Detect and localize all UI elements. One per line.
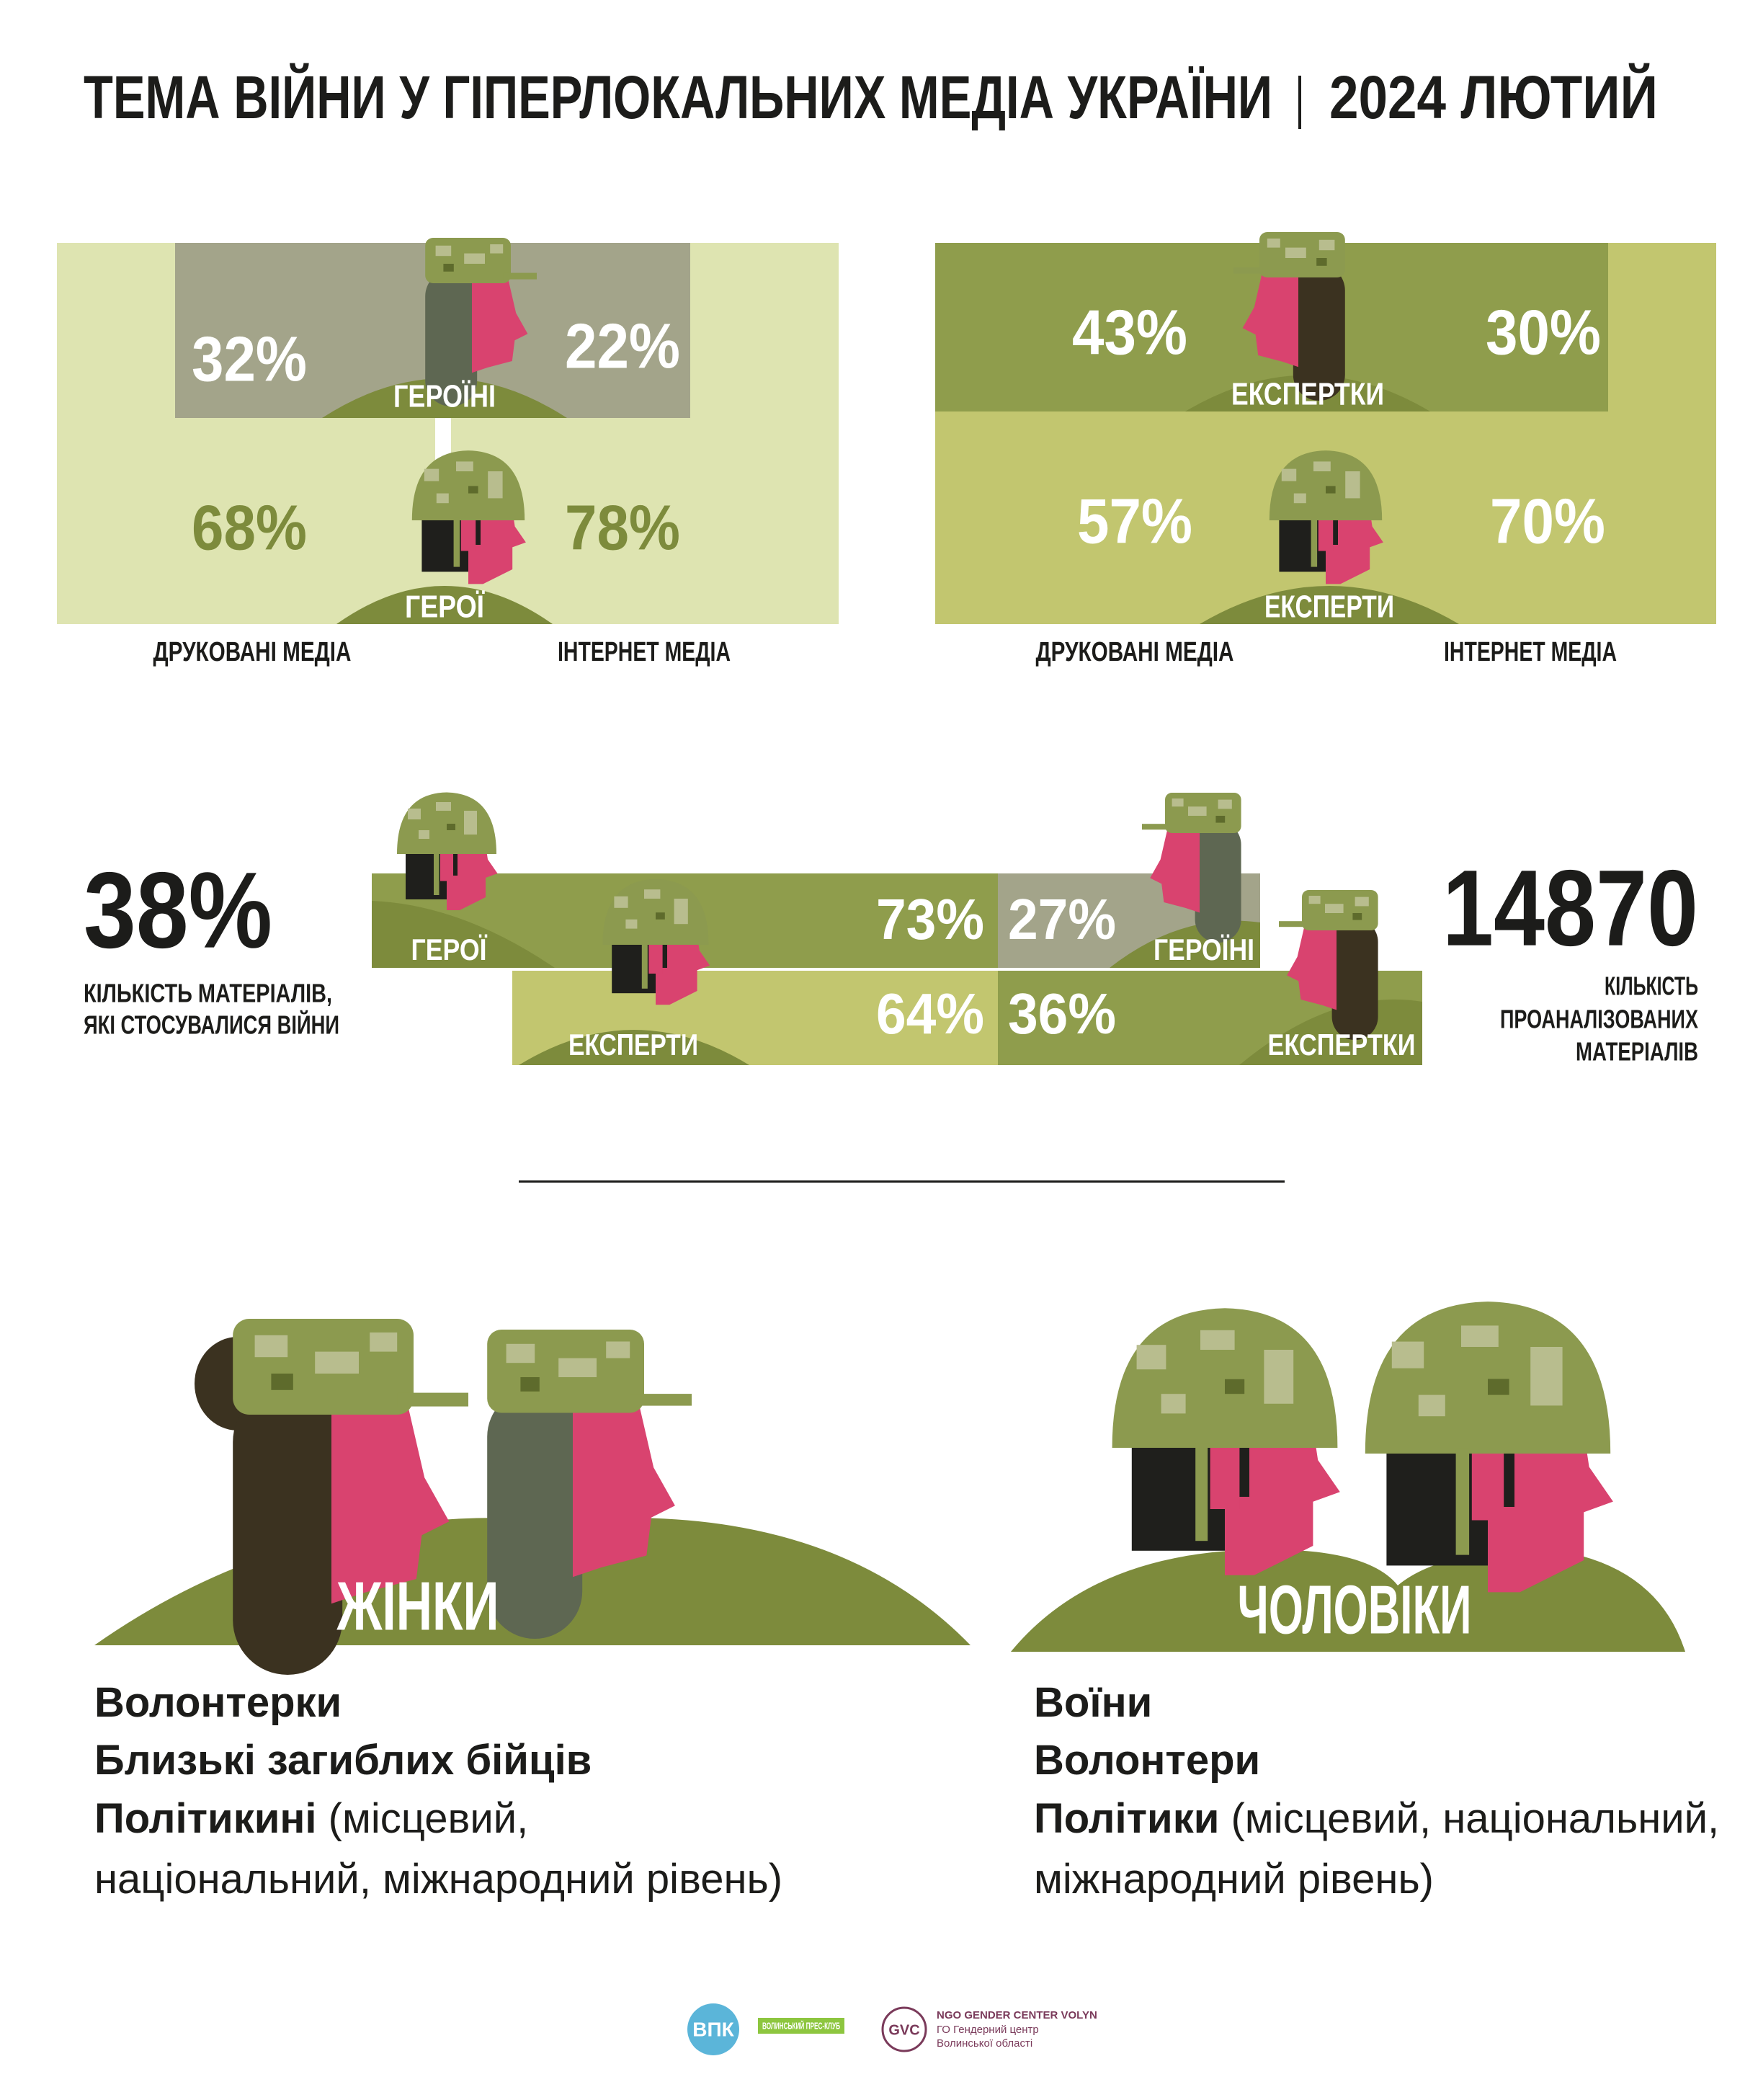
label: ЕКСПЕРТИ	[1264, 589, 1394, 625]
value: 22%	[565, 310, 680, 381]
shoulders	[336, 586, 553, 624]
divider	[1298, 76, 1301, 129]
value: 68%	[192, 491, 307, 563]
axis-label: ІНТЕРНЕТ МЕДІА	[1444, 637, 1617, 667]
gvc-ua: ГО Гендерний центр	[937, 2024, 1039, 2036]
group-label: ЧОЛОВІКИ	[1238, 1571, 1472, 1648]
value: 32%	[192, 323, 307, 394]
title: ТЕМА ВІЙНИ У ГІПЕРЛОКАЛЬНИХ МЕДІА УКРАЇН…	[84, 63, 1272, 131]
value: 27%	[1008, 887, 1116, 951]
caption: ЯКІ СТОСУВАЛИСЯ ВІЙНИ	[84, 1010, 339, 1040]
list-item: національний, міжнародний рівень)	[94, 1856, 782, 1903]
value: 70%	[1490, 485, 1605, 556]
total: 14870	[1442, 847, 1698, 969]
shoulders	[519, 1030, 749, 1065]
list-item: Близькі загиблих бійців	[94, 1737, 592, 1784]
group-women: ЖІНКИ Волонтерки Близькі загиблих бійців…	[94, 1319, 971, 1903]
list-item: Політики (місцевий, національний,	[1034, 1795, 1719, 1842]
group-men: ЧОЛОВІКИ Воїни Волонтери Політики (місце…	[1011, 1302, 1719, 1903]
list-item: Воїни	[1034, 1679, 1152, 1726]
man-head	[1365, 1302, 1613, 1593]
caption: КІЛЬКІСТЬ	[1605, 971, 1698, 1001]
label: ЕКСПЕРТКИ	[1231, 377, 1384, 412]
value: 36%	[1008, 982, 1116, 1046]
list-item: Волонтерки	[94, 1679, 342, 1726]
list-item: Волонтери	[1034, 1737, 1260, 1784]
axis-label: ДРУКОВАНІ МЕДІА	[1036, 637, 1234, 667]
shoulders	[1200, 586, 1459, 624]
axis-label: ДРУКОВАНІ МЕДІА	[153, 637, 352, 667]
vpk-name: ВОЛИНСЬКИЙ ПРЕС-КЛУБ	[762, 2020, 840, 2031]
hero-head	[397, 792, 498, 910]
caption: МАТЕРІАЛІВ	[1576, 1037, 1698, 1067]
list-item: міжнародний рівень)	[1034, 1856, 1434, 1903]
vpk-text: ВПК	[692, 2018, 734, 2040]
gvc-name: NGO GENDER CENTER VOLYN	[937, 2009, 1097, 2021]
axis-label: ІНТЕРНЕТ МЕДІА	[558, 637, 731, 667]
label: ГЕРОЇ	[411, 933, 488, 966]
gvc-ua: Волинської області	[937, 2037, 1032, 2050]
date: 2024 ЛЮТИЙ	[1329, 63, 1658, 131]
caption: КІЛЬКІСТЬ МАТЕРІАЛІВ,	[84, 979, 332, 1008]
expert-head	[1269, 450, 1383, 584]
list-item: Політикині (місцевий,	[94, 1795, 528, 1842]
shoulders	[372, 901, 555, 968]
label: ЕКСПЕРТИ	[568, 1028, 698, 1062]
value: 43%	[1072, 296, 1187, 368]
value: 30%	[1486, 296, 1601, 368]
hero-head	[411, 450, 526, 584]
label: ГЕРОЇ	[405, 589, 486, 625]
spacer	[435, 411, 451, 465]
label: ЕКСПЕРТКИ	[1268, 1028, 1416, 1062]
gvc-logo	[881, 2006, 927, 2052]
logos: ВПК ВОЛИНСЬКИЙ ПРЕС-КЛУБ GVC NGO GENDER …	[687, 2003, 1097, 2055]
value: 78%	[565, 491, 680, 563]
expert-head	[602, 878, 710, 1005]
caption: ПРОАНАЛІЗОВАНИХ	[1500, 1005, 1698, 1034]
separator	[519, 1180, 1285, 1183]
vpk-band	[758, 2018, 844, 2034]
vpk-logo	[687, 2003, 739, 2055]
man-head	[1112, 1308, 1340, 1575]
panel-experts: 43% 30% 57% 70% ЕКСПЕРТКИ ЕКСПЕРТИ ДРУКО…	[935, 232, 1716, 667]
panel-heroes: 32% 22% 68% 78% ГЕРОЇНІ ГЕРОЇ ДРУКОВАНІ …	[57, 238, 839, 667]
label: ГЕРОЇНІ	[1154, 933, 1254, 966]
gvc-text: GVC	[888, 2022, 919, 2038]
label: ГЕРОЇНІ	[393, 379, 496, 414]
value: 57%	[1077, 485, 1192, 556]
value: 64%	[876, 982, 984, 1046]
value: 73%	[876, 887, 984, 951]
group-label: ЖІНКИ	[336, 1567, 499, 1645]
war-share: 38%	[84, 850, 272, 971]
summary: 38% КІЛЬКІСТЬ МАТЕРІАЛІВ, ЯКІ СТОСУВАЛИС…	[84, 792, 1698, 1067]
